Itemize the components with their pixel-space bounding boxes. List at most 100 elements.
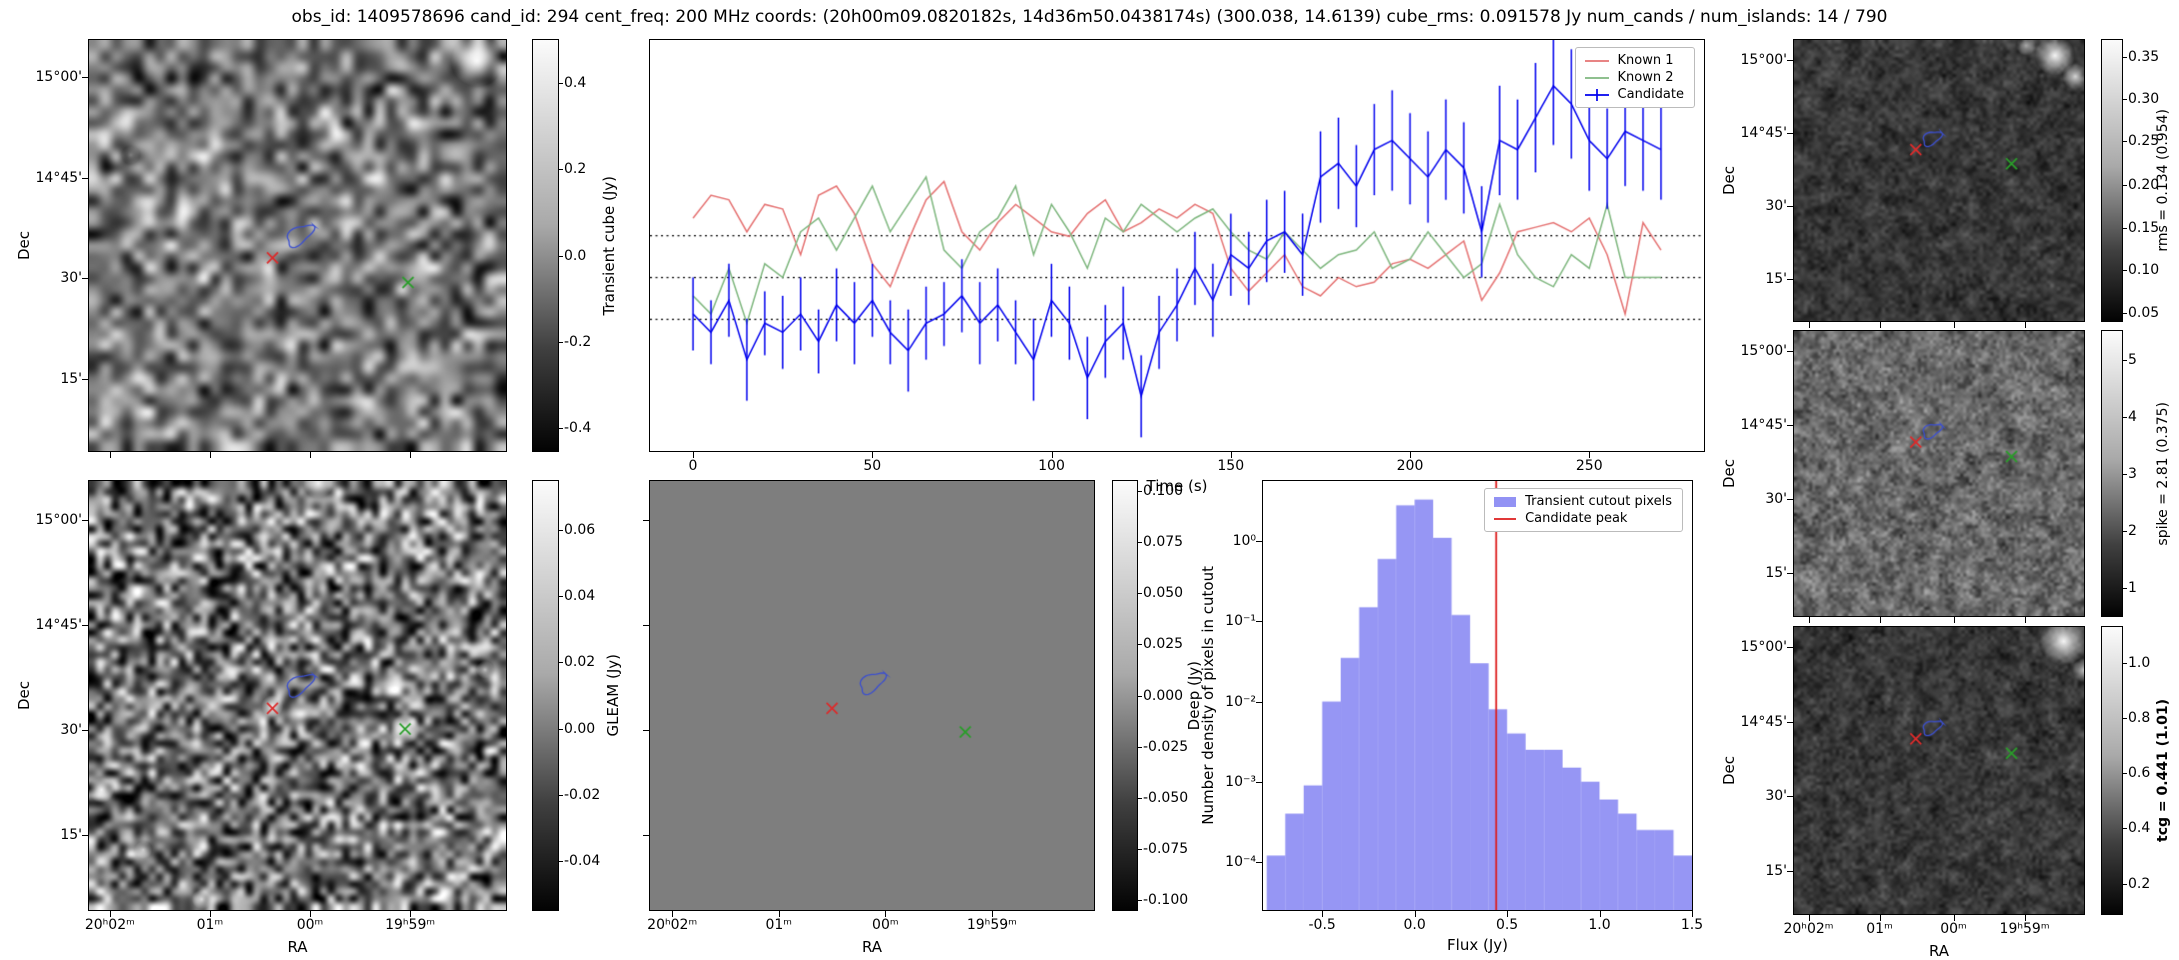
cb3-tick-label: -0.050 [1143,789,1189,806]
lightcurve-plot [650,40,1704,451]
rp1-tick-mark [1953,321,1955,328]
lightcurve-legend: Known 1 Known 2 Candidate [1574,47,1695,108]
hist-tick-label: -0.5 [1308,917,1336,933]
lc-tick-mark [1230,451,1232,458]
spike-colorbar-label: spike = 2.81 (0.375) [2155,401,2171,546]
tcg-colorbar: tcg = 0.441 (1.01) 1.0 0.8 0.6 0.4 0.2 [2101,626,2171,915]
lc-tick-mark [1589,451,1591,458]
p2-tick-label: 01ᵐ [196,917,224,933]
hist-tick-mark [1256,781,1263,783]
hist-tick-label: 1.5 [1680,917,1704,933]
cb2-tick-label: -0.04 [564,852,601,869]
p1-tick-mark [310,451,311,458]
rms-colorbar: rms = 0.134 (0.954) 0.35 0.30 0.25 0.20 0.15… [2101,39,2171,322]
rcb2-tick-mark [2122,473,2127,475]
p1-tick-mark [410,451,412,458]
histogram-ylabel-wrap: Number density of pixels in cutout [1199,481,1217,910]
cb1-tick-label: 0.0 [564,247,587,264]
rp3-tick-mark [1787,721,1794,723]
rms-map-panel: Dec 15°00' 14°45' 30' 15' [1720,39,2085,328]
legend-item-known1: Known 1 [1584,52,1684,69]
cb3-tick-mark [1137,746,1142,748]
legend-label-candidate-peak: Candidate peak [1525,511,1628,526]
cb1-tick-label: 0.2 [564,161,587,178]
dec-axis-label: Dec [15,230,33,261]
gleam-cutout-panel: Dec RA 15°00' 14°45' 30' 15' 20ʰ02ᵐ 01ᵐ 00ᵐ 19ʰ… [15,480,507,956]
cb1-tick-label: -0.4 [564,420,592,437]
ra-axis-label: RA [861,938,883,956]
rcb2-tick-mark [2122,587,2127,589]
hist-tick-label: 1.0 [1588,917,1611,933]
rcb2-tick-mark [2122,359,2127,361]
rp1-tick-label: 30' [1765,197,1787,214]
p1-tick-label: 15' [60,371,82,388]
transient-colorbar-label: Transient cube (Jy) [600,175,618,316]
hist-tick-label: 0.5 [1495,917,1519,933]
rcb2-tick-label: 5 [2128,351,2137,368]
rp1-tick-mark [1808,321,1810,328]
figure-title: obs_id: 1409578696 cand_id: 294 cent_fre… [291,7,1888,27]
cb3-tick-label: -0.075 [1143,840,1189,857]
cb3-tick-mark [1137,899,1142,901]
deep-colorbar: Deep (Jy) 0.100 0.075 0.050 0.025 0.000 -0.02… [1112,480,1203,911]
tcg-map-panel: Dec RA 15°00' 14°45' 30' 15' 20ʰ02ᵐ 01ᵐ 00ᵐ 19ʰ… [1720,626,2085,960]
rcb1-tick-mark [2122,184,2127,186]
rp2-tick-mark [2024,616,2026,623]
p3-tick-label: 19ʰ59ᵐ [966,917,1017,933]
cb3-tick-label: -0.025 [1143,738,1189,755]
rp1-tick-mark [1787,132,1794,134]
spike-map-image [1794,331,2084,616]
rcb3-tick-mark [2122,662,2127,664]
cb3-tick-mark [1137,848,1142,850]
cb2-tick-mark [558,794,563,796]
rp3-tick-mark [1879,914,1881,921]
dec-axis-label: Dec [1720,458,1738,489]
rcb1-tick-mark [2122,228,2127,230]
hist-tick-label: 10⁻¹ [1225,613,1256,630]
known1-line-swatch [1584,59,1609,62]
p2-tick-mark [310,910,311,917]
deep-image [650,481,1094,910]
transient-colorbar-label-wrap: Transient cube (Jy) [600,40,618,451]
rp3-tick-label: 20ʰ02ᵐ [1783,921,1834,937]
rp1-tick-mark [1879,321,1881,328]
spike-map-panel: Dec 15°00' 14°45' 30' 15' [1720,330,2085,623]
p2-tick-mark [209,910,211,917]
hist-tick-label: 10⁻⁴ [1225,853,1256,870]
legend-item-known2: Known 2 [1584,69,1684,86]
lc-tick-label: 250 [1575,458,1603,474]
dec-axis: Dec [1720,627,1738,914]
cb3-tick-mark [1137,797,1142,799]
gleam-colorbar: GLEAM (Jy) 0.06 0.04 0.02 0.00 -0.02 -0.04 [532,480,622,911]
hist-tick-label: 10⁻² [1225,693,1256,710]
p2-tick-label: 30' [60,721,82,738]
rcb1-tick-mark [2122,56,2127,58]
cb3-tick-label: 0.050 [1143,585,1184,602]
histogram-bar-swatch [1494,496,1517,507]
dec-axis-label: Dec [1720,165,1738,196]
rp1-tick-label: 15' [1765,270,1787,287]
rp2-tick-label: 30' [1765,491,1787,508]
p3-tick-mark [778,910,780,917]
gleam-cutout-image [89,481,506,910]
cb3-tick-label: 0.075 [1143,534,1184,551]
rcb3-tick-mark [2122,773,2127,775]
cb1-tick-label: -0.2 [564,334,592,351]
hist-tick-label: 10⁻³ [1225,773,1256,790]
p2-tick-mark [82,624,89,626]
cb3-tick-label: 0.100 [1143,483,1184,500]
cb2-tick-mark [558,530,563,532]
tcg-colorbar-label-wrap: tcg = 0.441 (1.01) [2155,627,2171,914]
cb2-tick-label: 0.00 [564,720,596,737]
rp3-tick-label: 19ʰ59ᵐ [1999,921,2050,937]
lc-tick-label: 150 [1217,458,1245,474]
legend-label-cutout-pixels: Transient cutout pixels [1525,494,1672,509]
rcb1-tick-mark [2122,270,2127,272]
rcb3-tick-mark [2122,717,2127,719]
rcb3-tick-label: 0.2 [2128,875,2151,892]
rp3-tick-mark [1953,914,1955,921]
rp3-tick-label: 00ᵐ [1940,921,1967,937]
p2-tick-mark [109,910,111,917]
rcb1-tick-label: 0.30 [2128,91,2160,107]
